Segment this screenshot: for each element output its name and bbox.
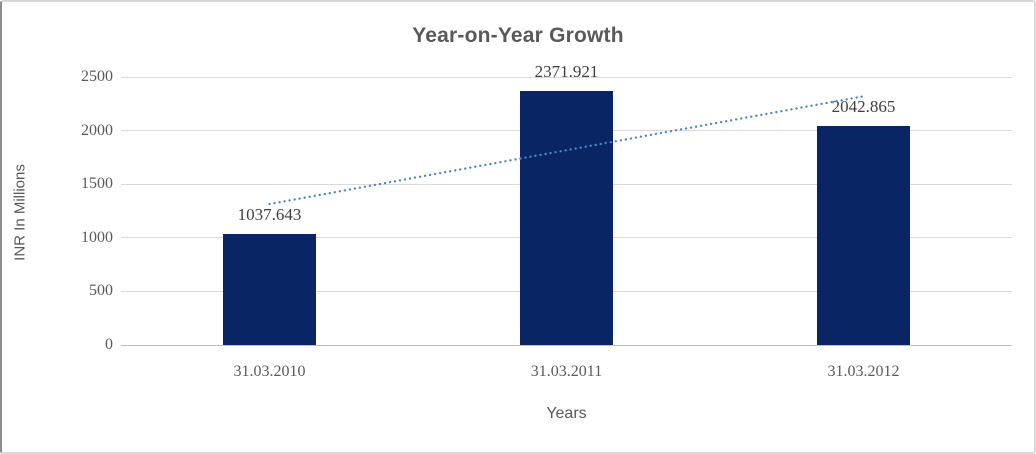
bar-data-label: 2042.865 bbox=[831, 97, 896, 116]
y-tick-label: 1500 bbox=[81, 175, 113, 193]
bar bbox=[817, 126, 910, 345]
y-tick-label: 2500 bbox=[81, 68, 113, 85]
y-tick-label: 500 bbox=[89, 282, 113, 300]
y-gridline bbox=[121, 76, 1012, 78]
x-tick-label: 31.03.2011 bbox=[530, 363, 603, 380]
bar bbox=[520, 90, 613, 345]
y-tick-label: 0 bbox=[105, 336, 113, 353]
x-tick-label: 31.03.2012 bbox=[827, 363, 900, 380]
bar-data-label: 1037.643 bbox=[237, 204, 302, 224]
bar bbox=[223, 233, 316, 345]
x-tick-label: 31.03.2010 bbox=[233, 363, 306, 380]
y-tick-label: 1000 bbox=[81, 228, 113, 246]
x-axis-title: Years bbox=[546, 405, 587, 422]
chart-title: Year-on-Year Growth bbox=[412, 24, 624, 47]
y-tick-label: 2000 bbox=[81, 121, 113, 139]
x-axis-line bbox=[121, 344, 1012, 346]
bar-data-label: 2371.921 bbox=[534, 61, 599, 81]
